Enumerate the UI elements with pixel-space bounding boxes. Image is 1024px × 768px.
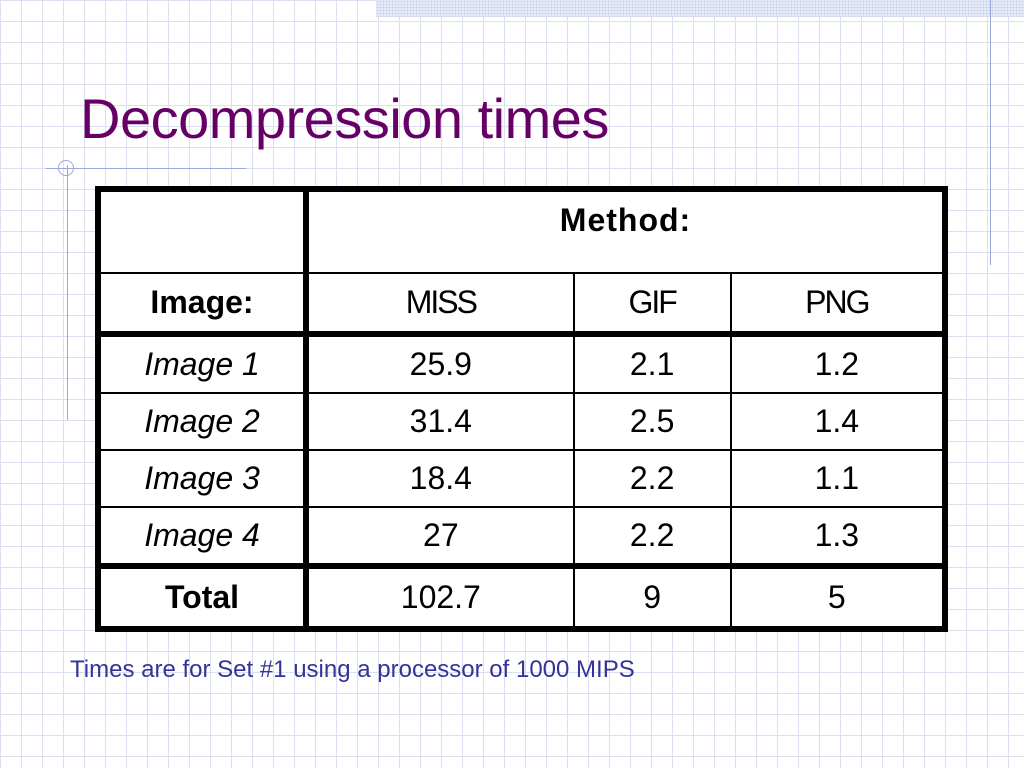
table-cell: 18.4 [305,449,575,508]
row-label: Image 4 [97,506,309,567]
table-header-row: Image: MISS GIF PNG [97,272,947,335]
table-cell: 1.3 [729,506,947,567]
decompression-times-table: Method: Image: MISS GIF PNG Image 1 25.9… [95,186,948,632]
table-cell: 2.5 [572,392,732,451]
table-corner-cell [97,188,309,274]
total-cell: 5 [729,563,947,630]
method-group-header: Method: [305,188,946,274]
total-label: Total [97,563,309,630]
row-label: Image 2 [97,392,309,451]
slide-title: Decompression times [80,87,609,150]
table-cell: 1.2 [729,331,947,394]
right-decorative-line [990,0,991,265]
table-cell: 2.2 [572,449,732,508]
table-cell: 2.2 [572,506,732,567]
total-cell: 102.7 [305,563,575,630]
image-column-header: Image: [97,272,309,335]
table-total-row: Total 102.7 9 5 [97,563,947,630]
left-decorative-line [67,165,68,420]
row-label: Image 1 [97,331,309,394]
table-row: Image 2 31.4 2.5 1.4 [97,392,947,451]
table-cell: 25.9 [305,331,575,394]
table-cell: 1.1 [729,449,947,508]
table-row: Image 4 27 2.2 1.3 [97,506,947,567]
table-cell: 27 [305,506,575,567]
table-cell: 2.1 [572,331,732,394]
table-cell: 1.4 [729,392,947,451]
column-header-miss: MISS [305,272,575,335]
top-decorative-band [376,0,1024,17]
column-header-gif: GIF [572,272,732,335]
column-header-png: PNG [729,272,947,335]
circle-ornament-icon [58,160,74,176]
total-cell: 9 [572,563,732,630]
table-caption: Times are for Set #1 using a processor o… [70,656,635,683]
table-row: Image 1 25.9 2.1 1.2 [97,331,947,394]
table-cell: 31.4 [305,392,575,451]
table-group-header-row: Method: [97,188,946,274]
table-row: Image 3 18.4 2.2 1.1 [97,449,947,508]
row-label: Image 3 [97,449,309,508]
title-underline-rule [46,168,246,169]
